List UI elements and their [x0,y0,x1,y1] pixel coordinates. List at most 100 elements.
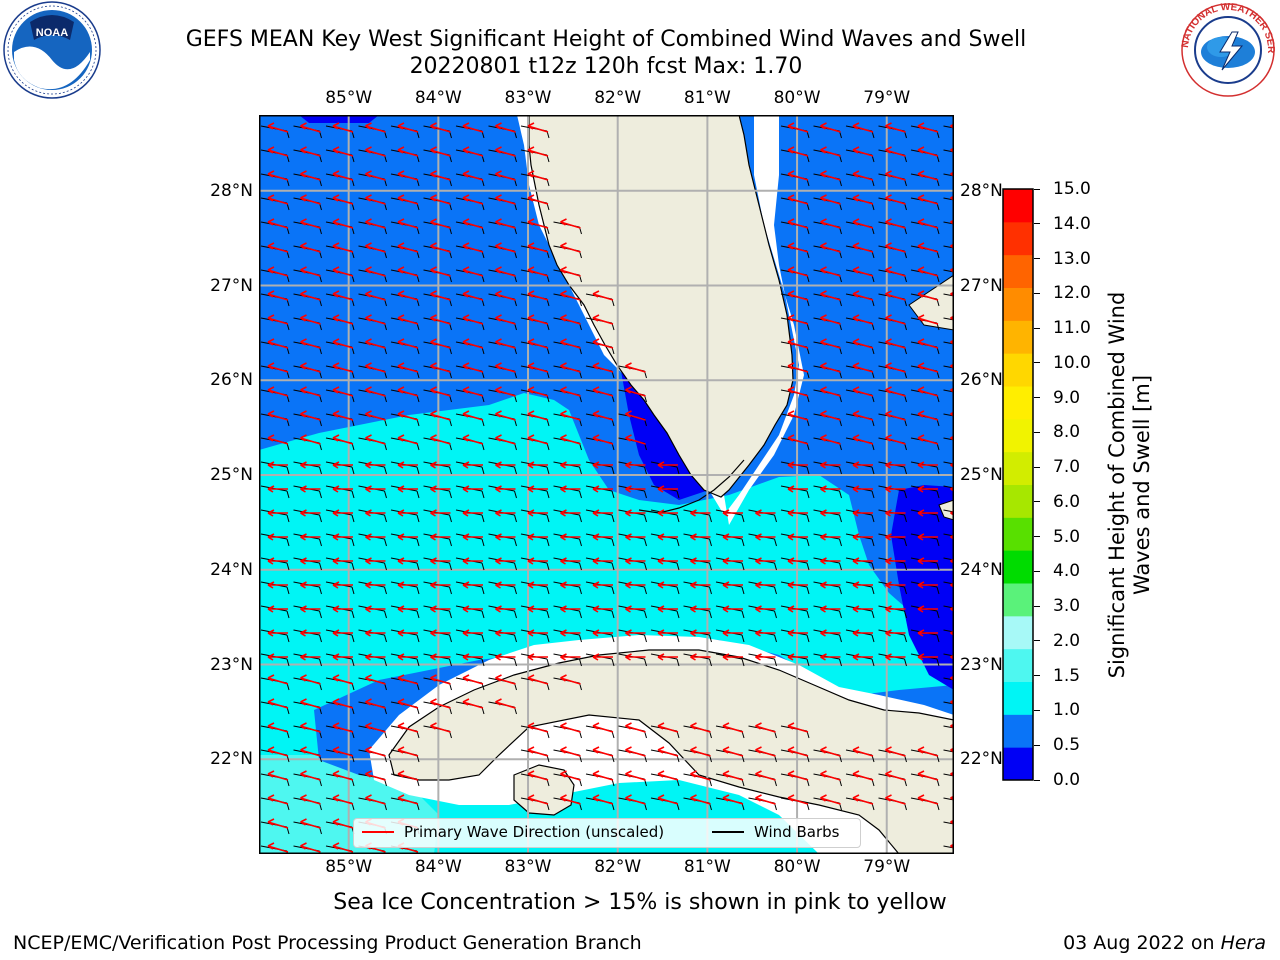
wave-arrow [820,194,841,205]
wave-arrow [300,410,321,421]
wave-arrow [787,461,808,469]
wave-arrow [332,362,354,373]
wave-arrow [300,629,321,637]
legend-barb-label: Wind Barbs [754,823,840,841]
wave-arrow [300,698,321,709]
wave-arrow [397,794,419,805]
wave-arrow [592,314,614,325]
colorbar-segment [1003,615,1033,650]
wave-arrow [430,698,451,709]
lon-label-bottom: 82°W [594,857,642,877]
wave-arrow [397,338,419,349]
wave-arrow [820,461,841,469]
wave-arrow [917,314,939,325]
wave-arrow [365,338,386,349]
wave-arrow [917,122,939,133]
wave-arrow [397,194,419,205]
colorbar-tick-mark [1034,675,1040,677]
wave-arrow [300,533,321,541]
wave-arrow [300,218,321,229]
wave-arrow [332,770,354,781]
lat-label-right: 23°N [960,654,1003,675]
wave-arrow [787,653,808,661]
wave-arrow [462,314,484,325]
wave-arrow [787,314,809,325]
colorbar-tick-mark [1034,744,1040,746]
wave-arrow [722,770,744,781]
wave-arrow [592,722,614,733]
wave-arrow [560,314,581,325]
wind-barb [943,341,954,345]
wind-barb [943,221,954,225]
wave-arrow [787,605,808,613]
wave-arrow [722,746,744,757]
wave-arrow [560,605,581,613]
lat-label-right: 27°N [960,275,1003,296]
wave-arrow [690,533,711,541]
wave-arrow [852,122,874,133]
wave-arrow [625,746,646,757]
wave-arrow [365,194,386,205]
wave-arrow [397,434,419,445]
wave-arrow [267,434,289,445]
wave-arrow [365,146,386,157]
wave-arrow [495,146,516,157]
wave-arrow [332,218,354,229]
wave-arrow [852,629,873,637]
wave-arrow [852,557,873,565]
wave-arrow [300,653,321,661]
wave-arrow [430,218,451,229]
colorbar-segment [1003,418,1033,453]
wave-arrow [852,386,874,397]
wave-arrow [560,485,581,493]
wave-arrow [917,170,939,181]
wave-arrow [462,533,483,541]
wave-arrow [820,122,841,133]
lat-label-left: 24°N [210,559,253,580]
wave-arrow [722,629,743,637]
wave-arrow [625,386,646,397]
wave-arrow [820,242,841,253]
colorbar [1002,188,1034,781]
wave-arrow [462,170,484,181]
wave-arrow [527,266,549,277]
wave-arrow [300,122,321,133]
wind-barb [943,461,954,465]
wave-arrow [430,629,451,637]
wave-arrow [365,242,386,253]
wave-arrow [527,485,548,493]
wave-arrow [787,770,809,781]
wave-arrow [300,314,321,325]
colorbar-segment [1003,451,1033,485]
colorbar-segment [1003,353,1033,387]
wave-arrow [462,266,484,277]
wave-arrow [787,533,808,541]
wave-arrow [852,770,874,781]
wave-arrow [300,818,321,829]
wave-arrow [820,533,841,541]
wave-arrow [300,674,321,685]
wave-arrow [560,290,581,301]
wave-arrow [852,461,873,469]
wave-arrow [917,146,939,157]
wave-arrow [560,674,581,685]
wave-arrow [267,290,289,301]
wave-arrow [560,581,581,589]
wave-arrow [462,290,484,301]
wave-arrow [332,314,354,325]
colorbar-tick-label: 13.0 [1053,248,1091,269]
wave-arrow [527,218,549,229]
wave-arrow [365,746,386,757]
wave-arrow [917,194,939,205]
wave-arrow [397,314,419,325]
wind-barb [943,173,954,177]
lat-label-right: 28°N [960,180,1003,201]
wave-arrow [625,461,646,469]
wave-arrow [625,629,646,637]
wind-barb [943,413,954,417]
wave-arrow [267,509,288,517]
wave-arrow [267,218,289,229]
wave-arrow [300,722,321,733]
wave-arrow [397,674,419,685]
colorbar-tick-mark [1034,431,1040,433]
